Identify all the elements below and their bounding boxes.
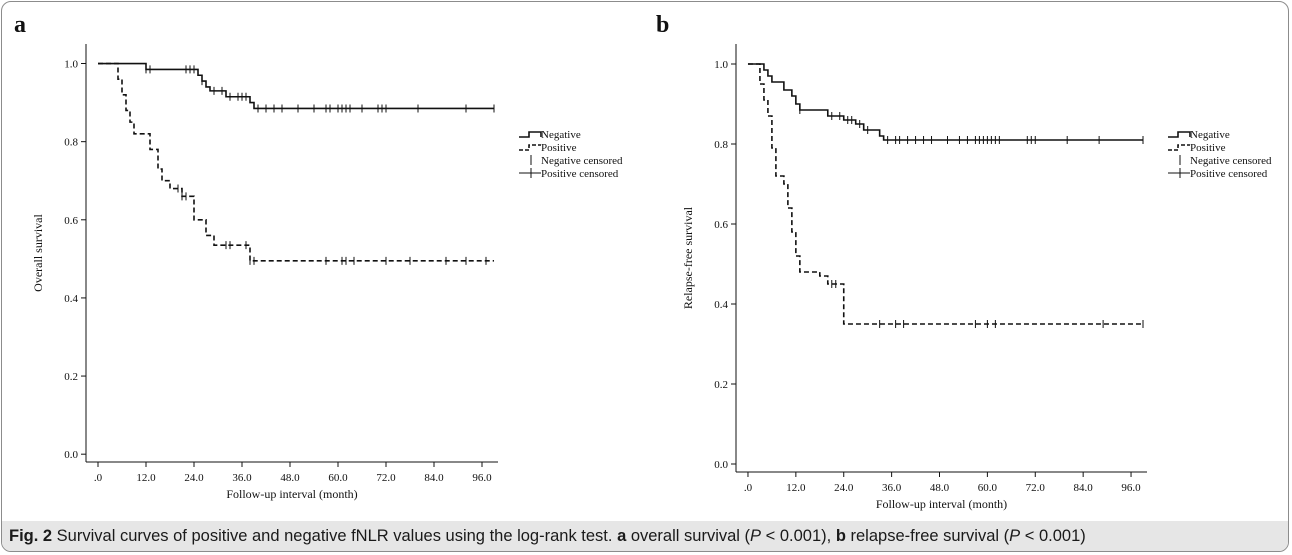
x-tick-label: 12.0 [136, 472, 156, 484]
caption-background [2, 521, 1288, 551]
y-tick-label: 0.2 [64, 371, 78, 383]
y-tick-label: 1.0 [64, 59, 78, 71]
x-tick-label: 60.0 [978, 482, 998, 494]
y-tick-label: 0.0 [714, 459, 728, 471]
x-tick-label: 72.0 [376, 472, 396, 484]
legend-label-negative: Negative [1190, 129, 1230, 141]
legend-label-positive: Positive [541, 142, 577, 154]
x-tick-label: 48.0 [930, 482, 950, 494]
y-tick-label: 0.4 [714, 299, 728, 311]
x-tick-label: 24.0 [184, 472, 204, 484]
y-tick-label: 0.4 [64, 293, 78, 305]
x-tick-label: 72.0 [1026, 482, 1046, 494]
figure-caption: Fig. 2 Survival curves of positive and n… [9, 527, 1086, 546]
x-axis-title: Follow-up interval (month) [876, 497, 1007, 511]
x-tick-label: 96.0 [472, 472, 492, 484]
y-tick-label: 0.2 [714, 379, 728, 391]
x-tick-label: 84.0 [1074, 482, 1094, 494]
legend-swatch-negative [519, 131, 542, 138]
x-tick-label: 36.0 [232, 472, 252, 484]
y-tick-label: 0.6 [714, 219, 728, 231]
x-axis-title: Follow-up interval (month) [226, 487, 357, 501]
series-line-negative [747, 63, 1144, 141]
caption-text-2: overall survival ( [626, 527, 751, 545]
legend-label-positive-censored: Positive censored [1190, 168, 1268, 180]
caption-p-b: P [1009, 527, 1021, 545]
x-tick-label: 36.0 [882, 482, 902, 494]
legend-label-negative-censored: Negative censored [1190, 155, 1272, 167]
legend-swatch-positive [1168, 144, 1190, 151]
x-tick-label: 24.0 [834, 482, 854, 494]
caption-p-a: P [750, 527, 762, 545]
caption-text-3: < 0.001), [761, 527, 836, 545]
legend-swatch-positive [519, 144, 541, 151]
x-tick-label: .0 [744, 482, 753, 494]
legend-label-positive-censored: Positive censored [541, 168, 619, 180]
x-tick-label: 48.0 [280, 472, 300, 484]
x-tick-label: 84.0 [424, 472, 444, 484]
legend-label-negative: Negative [541, 129, 581, 141]
series-line-negative [98, 62, 494, 110]
legend-label-negative-censored: Negative censored [541, 155, 623, 167]
caption-text-4: relapse-free survival ( [845, 527, 1010, 545]
y-tick-label: 1.0 [714, 59, 728, 71]
caption-text-5: < 0.001) [1020, 527, 1086, 545]
series-line-positive [98, 62, 494, 262]
caption-label-b: b [835, 527, 846, 545]
legend-label-positive: Positive [1190, 142, 1226, 154]
caption-label-a: a [617, 527, 627, 545]
x-tick-label: 60.0 [328, 472, 348, 484]
y-axis-title: Overall survival [31, 214, 45, 292]
panel-label: a [14, 12, 26, 38]
x-tick-label: 12.0 [786, 482, 806, 494]
chart-panel-b: b 0.0 0.2 0.4 0.6 0.8 1.0 .0 12.0 24.0 36.0 48.0 60.… [656, 12, 1272, 511]
y-tick-label: 0.8 [714, 139, 728, 151]
x-tick-label: .0 [94, 472, 103, 484]
panel-label: b [656, 12, 669, 38]
series-line-positive [747, 63, 1144, 325]
legend-swatch-negative [1168, 131, 1191, 138]
caption-figure-label: Fig. 2 [9, 527, 53, 545]
caption-text-1: Survival curves of positive and negative… [52, 527, 618, 545]
chart-panel-a: a 0.0 0.2 0.4 0.6 0.8 1.0 .0 12.0 24.0 36.0 48.0 60.… [14, 12, 623, 501]
y-tick-label: 0.8 [64, 137, 78, 149]
y-tick-label: 0.0 [64, 449, 78, 461]
y-tick-label: 0.6 [64, 215, 78, 227]
y-axis-title: Relapse-free survival [681, 206, 695, 309]
x-tick-label: 96.0 [1121, 482, 1141, 494]
